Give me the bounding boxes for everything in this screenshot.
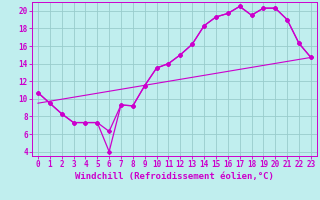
X-axis label: Windchill (Refroidissement éolien,°C): Windchill (Refroidissement éolien,°C): [75, 172, 274, 181]
